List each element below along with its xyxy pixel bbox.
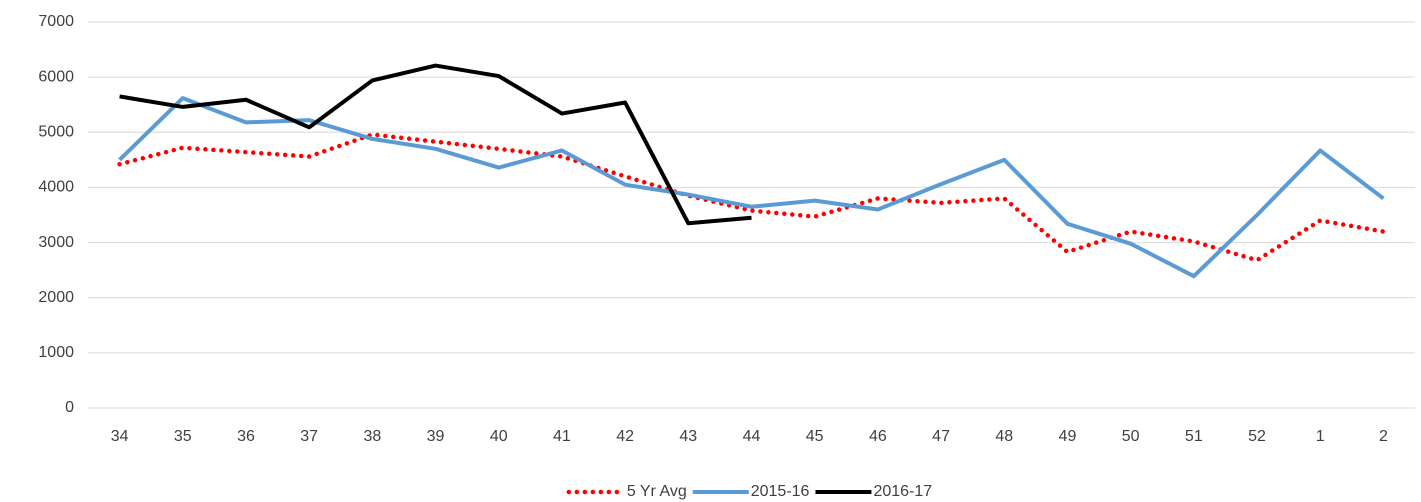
y-tick-label: 6000 — [38, 68, 74, 85]
x-tick-label: 35 — [174, 428, 192, 445]
x-tick-label: 40 — [490, 428, 508, 445]
x-tick-label: 50 — [1122, 428, 1140, 445]
x-tick-label: 47 — [932, 428, 950, 445]
series-line — [119, 63, 752, 226]
legend-label: 2016-17 — [873, 483, 932, 500]
x-tick-label: 38 — [363, 428, 381, 445]
x-tick-label: 45 — [806, 428, 824, 445]
x-tick-label: 37 — [300, 428, 318, 445]
x-tick-label: 42 — [616, 428, 634, 445]
legend-label: 2015-16 — [751, 483, 810, 500]
x-tick-label: 46 — [869, 428, 887, 445]
x-tick-label: 51 — [1185, 428, 1203, 445]
x-tick-label: 41 — [553, 428, 571, 445]
x-tick-label: 2 — [1379, 428, 1388, 445]
legend: 5 Yr Avg 2015-16 2016-17 — [566, 483, 932, 500]
x-tick-label: 44 — [743, 428, 761, 445]
y-tick-label: 1000 — [38, 344, 74, 361]
x-tick-label: 49 — [1059, 428, 1077, 445]
y-tick-label: 0 — [65, 399, 74, 416]
x-tick-label: 36 — [237, 428, 255, 445]
y-tick-label: 4000 — [38, 179, 74, 196]
x-tick-label: 34 — [111, 428, 129, 445]
y-tick-label: 2000 — [38, 289, 74, 306]
x-tick-label: 39 — [427, 428, 445, 445]
y-tick-label: 3000 — [38, 234, 74, 251]
legend-label: 5 Yr Avg — [627, 483, 687, 500]
x-tick-label: 1 — [1316, 428, 1325, 445]
series-line — [118, 96, 1385, 279]
y-tick-label: 5000 — [38, 124, 74, 141]
series-line — [117, 132, 1386, 263]
y-tick-label: 7000 — [38, 13, 74, 30]
x-tick-label: 52 — [1248, 428, 1266, 445]
x-tick-label: 43 — [679, 428, 697, 445]
x-tick-label: 48 — [995, 428, 1013, 445]
